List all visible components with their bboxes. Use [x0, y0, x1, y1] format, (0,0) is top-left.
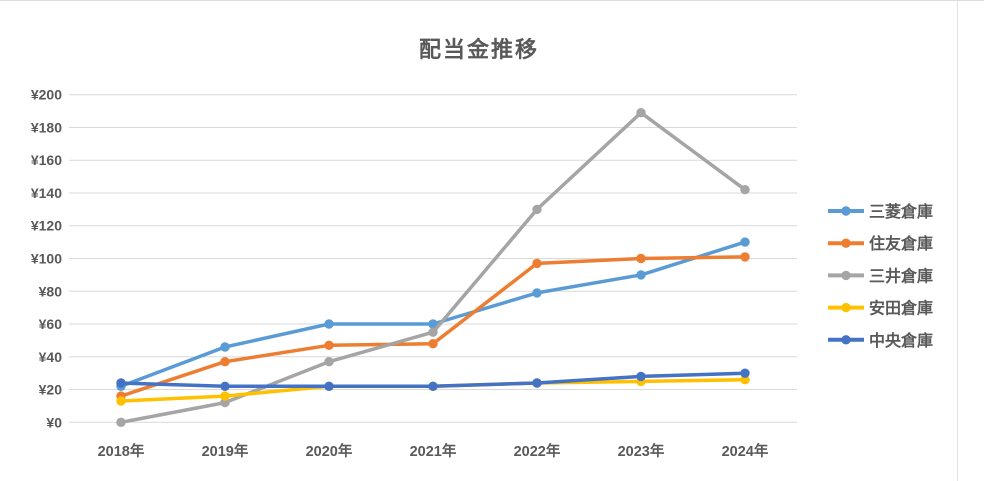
- series-marker-sumitomo-soko: [636, 253, 646, 264]
- y-axis-tick-label: ¥200: [31, 87, 62, 103]
- series-marker-mitsui-soko: [324, 357, 334, 367]
- y-axis-tick-label: ¥0: [46, 414, 62, 430]
- chart-right-border: [957, 1, 958, 481]
- x-axis-tick-label: 2020年: [306, 442, 353, 460]
- y-axis-tick-label: ¥120: [31, 218, 62, 234]
- y-axis-tick-label: ¥140: [31, 185, 62, 201]
- x-axis-tick-label: 2021年: [410, 442, 457, 460]
- series-marker-mitsubishi-soko: [740, 237, 750, 247]
- series-marker-sumitomo-soko: [220, 357, 230, 367]
- series-marker-chuo-soko: [636, 371, 646, 382]
- series-marker-chuo-soko: [116, 378, 126, 388]
- y-axis-tick-label: ¥20: [39, 382, 63, 398]
- legend-label-sumitomo-soko: 住友倉庫: [869, 234, 933, 253]
- x-axis-tick-label: 2019年: [202, 442, 249, 460]
- series-marker-chuo-soko: [740, 368, 750, 378]
- legend-label-mitsui-soko: 三井倉庫: [869, 266, 933, 285]
- legend-marker-mitsui-soko: [841, 270, 851, 281]
- series-marker-chuo-soko: [532, 378, 542, 388]
- series-marker-chuo-soko: [428, 381, 438, 391]
- y-axis-tick-label: ¥160: [31, 152, 62, 168]
- series-marker-sumitomo-soko: [428, 339, 438, 349]
- series-marker-sumitomo-soko: [532, 258, 542, 269]
- y-axis-tick-label: ¥180: [31, 119, 62, 135]
- legend-label-mitsubishi-soko: 三菱倉庫: [869, 202, 933, 221]
- legend-marker-yasuda-soko: [841, 302, 851, 313]
- legend-label-chuo-soko: 中央倉庫: [869, 331, 933, 350]
- series-marker-mitsubishi-soko: [324, 319, 334, 329]
- y-axis-tick-label: ¥100: [31, 251, 62, 267]
- series-marker-mitsubishi-soko: [428, 319, 438, 329]
- series-marker-sumitomo-soko: [324, 340, 334, 350]
- series-marker-mitsui-soko: [636, 108, 646, 118]
- legend-marker-chuo-soko: [841, 335, 851, 345]
- x-axis-tick-label: 2022年: [514, 442, 561, 460]
- series-marker-mitsui-soko: [740, 185, 750, 195]
- series-marker-yasuda-soko: [220, 391, 230, 401]
- y-axis-tick-label: ¥80: [39, 283, 63, 299]
- series-marker-chuo-soko: [220, 381, 230, 391]
- y-axis-tick-label: ¥40: [39, 349, 63, 365]
- series-marker-mitsui-soko: [116, 417, 126, 427]
- series-marker-chuo-soko: [324, 381, 334, 391]
- x-axis-tick-label: 2018年: [98, 442, 145, 460]
- series-marker-yasuda-soko: [116, 396, 126, 406]
- series-marker-yasuda-soko: [740, 375, 750, 385]
- series-marker-mitsubishi-soko: [636, 270, 646, 280]
- legend-label-yasuda-soko: 安田倉庫: [869, 299, 933, 318]
- x-axis-tick-label: 2023年: [618, 442, 665, 460]
- legend-marker-mitsubishi-soko: [841, 206, 851, 216]
- series-marker-mitsui-soko: [428, 327, 438, 337]
- series-marker-mitsui-soko: [532, 204, 542, 215]
- y-axis-tick-label: ¥60: [39, 316, 63, 332]
- x-axis-tick-label: 2024年: [722, 442, 769, 460]
- series-marker-sumitomo-soko: [740, 252, 750, 262]
- legend-marker-sumitomo-soko: [841, 238, 851, 248]
- series-marker-mitsubishi-soko: [532, 288, 542, 298]
- series-marker-mitsui-soko: [220, 397, 230, 408]
- series-marker-mitsubishi-soko: [220, 342, 230, 352]
- chart-title: 配当金推移: [418, 37, 539, 62]
